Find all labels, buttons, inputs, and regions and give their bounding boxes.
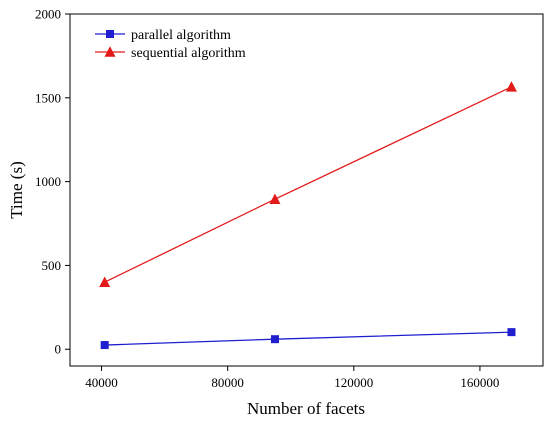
- legend-item: sequential algorithm: [95, 46, 246, 61]
- y-tick-label: 1500: [35, 90, 61, 105]
- series-parallel: [100, 328, 516, 350]
- x-axis-label: Number of facets: [247, 399, 365, 418]
- data-point: [269, 193, 281, 204]
- x-tick-label: 160000: [460, 375, 499, 390]
- data-point: [99, 276, 111, 287]
- x-axis-ticks: 40000 80000 120000 160000: [85, 366, 499, 390]
- y-tick-label: 500: [42, 258, 62, 273]
- plot-frame: [69, 13, 544, 367]
- series-layer: [99, 81, 517, 350]
- legend-label: parallel algorithm: [131, 28, 231, 43]
- legend: parallel algorithm sequential algorithm: [95, 28, 246, 61]
- data-point: [270, 335, 279, 344]
- y-axis-label: Time (s): [7, 161, 26, 218]
- y-tick-label: 1000: [35, 174, 61, 189]
- legend-item: parallel algorithm: [95, 28, 231, 43]
- series-line: [104, 86, 512, 283]
- x-tick-label: 120000: [334, 375, 373, 390]
- legend-marker: [106, 30, 114, 38]
- legend-marker: [104, 46, 116, 57]
- data-point: [505, 81, 517, 92]
- data-point: [507, 328, 516, 337]
- series-sequential: [99, 81, 517, 287]
- x-tick-label: 80000: [211, 375, 244, 390]
- y-tick-label: 0: [55, 342, 62, 357]
- x-tick-label: 40000: [85, 375, 118, 390]
- series-line: [104, 331, 512, 346]
- y-tick-label: 2000: [35, 7, 61, 22]
- y-axis-ticks: 0 500 1000 1500 2000: [35, 7, 70, 357]
- legend-label: sequential algorithm: [131, 46, 246, 61]
- data-point: [100, 341, 109, 350]
